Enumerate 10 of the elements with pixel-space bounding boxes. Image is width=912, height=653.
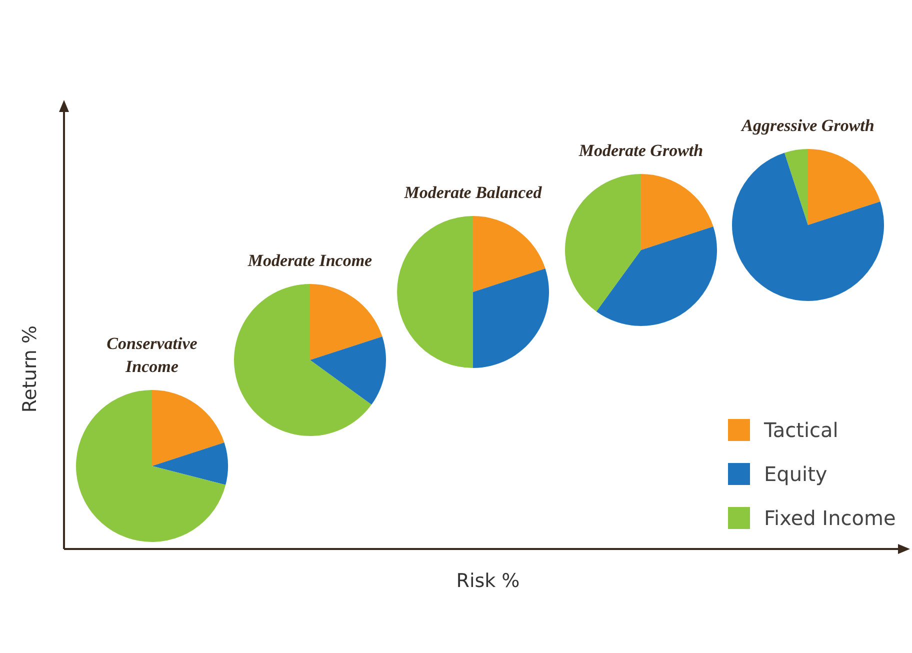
text: Return % xyxy=(19,324,41,415)
slice-label: Moderate Balanced xyxy=(403,182,543,204)
legend-label: Equity xyxy=(764,462,828,486)
legend-label: Tactical xyxy=(764,418,838,442)
slice-label: Conservative Income xyxy=(106,333,198,378)
legend-label: Fixed Income xyxy=(764,506,896,530)
slice-label: Moderate Income xyxy=(246,250,374,272)
slice-label: Aggressive Growth xyxy=(740,115,876,137)
text: Risk % xyxy=(455,570,521,592)
slice-label: Moderate Growth xyxy=(578,140,704,162)
